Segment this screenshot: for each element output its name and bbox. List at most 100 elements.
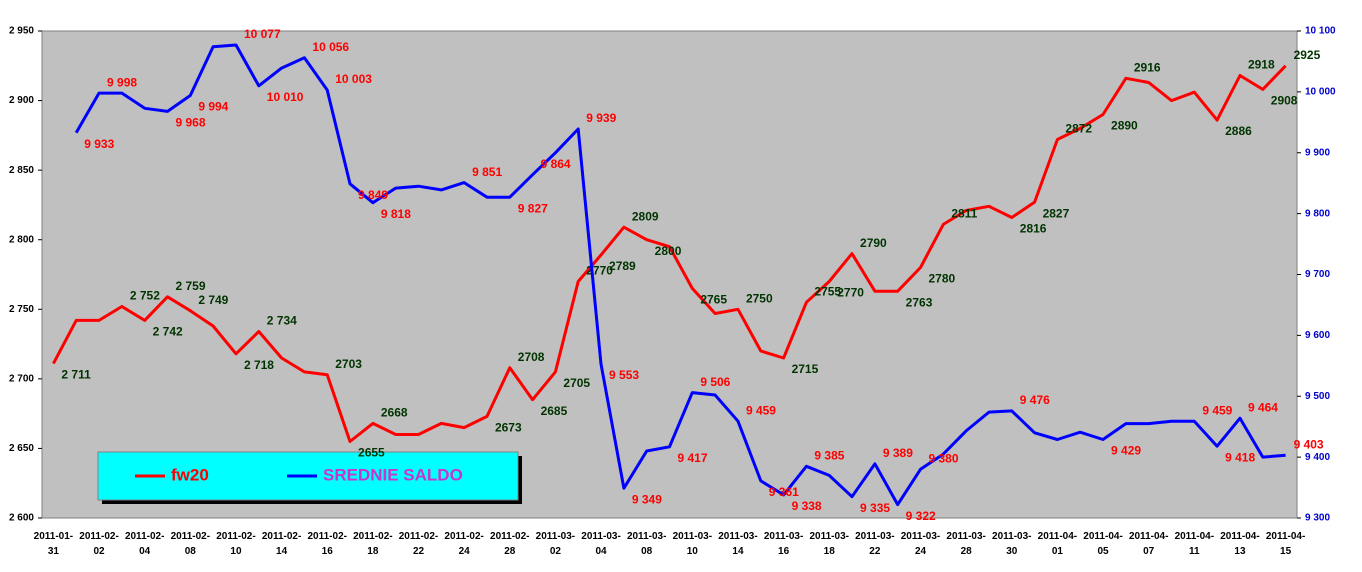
x-tick-label: 2011-03-24 (901, 531, 940, 557)
x-tick-label: 2011-02-14 (262, 531, 301, 557)
x-tick-label: 2011-03-08 (627, 531, 666, 557)
data-label: 2 734 (267, 314, 297, 328)
legend-label: fw20 (171, 465, 209, 484)
data-label: 2925 (1294, 48, 1321, 62)
data-label: 9 476 (1020, 393, 1050, 407)
data-label: 9 998 (107, 75, 137, 89)
series-line (74, 43, 1286, 507)
data-label: 2827 (1043, 206, 1070, 220)
data-label: 9 864 (541, 157, 571, 171)
data-label: 2685 (541, 404, 568, 418)
data-label: 9 849 (358, 188, 388, 202)
x-tick-label: 2011-02-16 (307, 531, 346, 557)
data-label: 2916 (1134, 60, 1161, 74)
data-label: 10 056 (312, 40, 349, 54)
data-label: 9 459 (746, 403, 776, 417)
x-tick-label: 2011-03-18 (809, 531, 848, 557)
data-label: 2703 (335, 357, 362, 371)
x-tick-label: 2011-03-14 (718, 531, 757, 557)
x-tick-label: 2011-02-22 (399, 531, 438, 557)
y-tick-label: 2 650 (9, 443, 34, 454)
y-tick-label: 2 850 (9, 165, 34, 176)
data-label: 2811 (951, 207, 977, 221)
data-label: 2816 (1020, 222, 1047, 236)
legend-label: SREDNIE SALDO (323, 465, 463, 484)
data-label: 9 851 (472, 165, 502, 179)
data-label: 9 338 (792, 499, 822, 513)
data-label: 2770 (837, 286, 864, 300)
x-tick-label: 2011-02-24 (444, 531, 483, 557)
x-tick-label: 2011-02-02 (79, 531, 118, 557)
data-label: 2800 (655, 244, 682, 258)
data-label: 2 742 (153, 325, 183, 339)
data-label: 9 827 (518, 201, 548, 215)
data-label: 2780 (929, 272, 956, 286)
data-label: 9 389 (883, 446, 913, 460)
data-label: 9 553 (609, 368, 639, 382)
x-tick-label: 2011-04-11 (1175, 531, 1214, 557)
data-label: 2872 (1065, 122, 1092, 136)
data-label: 2765 (700, 293, 727, 307)
x-tick-label: 2011-02-08 (171, 531, 210, 557)
data-label: 2655 (358, 446, 385, 460)
data-label: 9 933 (84, 137, 114, 151)
x-tick-label: 2011-02-04 (125, 531, 164, 557)
data-label: 2750 (746, 291, 773, 305)
x-tick-label: 2011-04-13 (1220, 531, 1259, 557)
data-label: 9 994 (198, 100, 228, 114)
data-label: 2790 (860, 236, 887, 250)
x-tick-label: 2011-03-16 (764, 531, 803, 557)
x-tick-label: 2011-02-18 (353, 531, 392, 557)
x-tick-label: 2011-03-22 (855, 531, 894, 557)
x-tick-label: 2011-03-10 (673, 531, 712, 557)
data-label: 2 711 (61, 368, 91, 382)
y2-tick-label: 9 400 (1305, 452, 1330, 463)
series-line (52, 64, 1287, 443)
x-tick-label: 2011-03-28 (946, 531, 985, 557)
data-label: 2755 (814, 285, 841, 299)
y-tick-label: 2 900 (9, 95, 34, 106)
x-tick-label: 2011-04-05 (1083, 531, 1122, 557)
y-tick-label: 2 950 (9, 26, 34, 37)
data-label: 2668 (381, 406, 408, 420)
data-label: 9 380 (929, 451, 959, 465)
data-label: 9 418 (1225, 450, 1255, 464)
y-tick-label: 2 600 (9, 513, 34, 524)
y2-tick-label: 9 500 (1305, 391, 1330, 402)
y-tick-label: 2 750 (9, 304, 34, 315)
y-tick-label: 2 800 (9, 234, 34, 245)
data-label: 2763 (906, 295, 933, 309)
y2-tick-label: 10 000 (1305, 87, 1336, 98)
x-tick-label: 2011-02-28 (490, 531, 529, 557)
data-label: 2789 (609, 259, 636, 273)
data-label: 2886 (1225, 124, 1252, 138)
y2-tick-label: 9 700 (1305, 269, 1330, 280)
data-label: 2 759 (176, 279, 206, 293)
data-label: 9 429 (1111, 444, 1141, 458)
data-label: 2908 (1271, 94, 1298, 108)
data-label: 10 010 (267, 90, 304, 104)
x-tick-label: 2011-01-31 (34, 531, 73, 557)
data-label: 9 335 (860, 501, 890, 515)
data-label: 2 752 (130, 289, 160, 303)
y-tick-label: 2 700 (9, 373, 34, 384)
data-label: 9 464 (1248, 400, 1278, 414)
x-tick-label: 2011-04-07 (1129, 531, 1168, 557)
data-label: 2 718 (244, 358, 274, 372)
data-label: 9 506 (700, 375, 730, 389)
data-label: 9 968 (176, 116, 206, 130)
x-tick-label: 2011-03-04 (581, 531, 620, 557)
data-label: 2708 (518, 350, 545, 364)
data-label: 9 403 (1294, 437, 1324, 451)
plot-area (41, 30, 1298, 519)
data-label: 9 361 (769, 485, 799, 499)
x-tick-label: 2011-04-01 (1038, 531, 1077, 557)
y2-tick-label: 10 100 (1305, 26, 1336, 37)
y2-tick-label: 9 600 (1305, 330, 1330, 341)
data-label: 9 349 (632, 492, 662, 506)
data-label: 2890 (1111, 119, 1138, 133)
data-label: 9 818 (381, 207, 411, 221)
x-tick-label: 2011-03-30 (992, 531, 1031, 557)
data-label: 9 459 (1202, 403, 1232, 417)
